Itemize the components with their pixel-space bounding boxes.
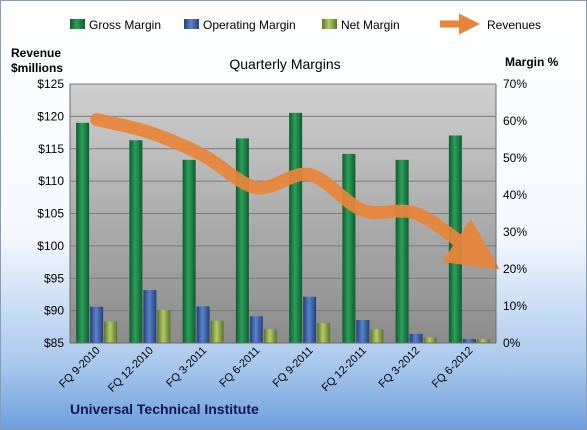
legend-item-revenues: Revenues — [440, 13, 541, 35]
category-labels: FQ 9-2010 FQ 12-2010 FQ 3-2011 FQ 6-2011 FQ … — [57, 345, 475, 395]
left-tick-label: $110 — [38, 174, 64, 188]
category-label: FQ 3-2011 — [164, 345, 209, 390]
right-tick-label: 30% — [503, 225, 527, 239]
right-tick-label: 50% — [503, 151, 527, 165]
bar-operating-margin — [196, 306, 210, 343]
bar-operating-margin — [462, 338, 476, 343]
bar-gross-margin — [129, 140, 143, 343]
bar-net-margin — [157, 310, 171, 343]
bar-operating-margin — [356, 320, 370, 343]
left-tick-label: $105 — [37, 207, 64, 221]
bar-net-margin — [104, 321, 118, 343]
category-label: FQ 6-2011 — [217, 345, 262, 390]
bar-operating-margin — [143, 290, 157, 343]
bar-gross-margin — [235, 138, 249, 343]
category-label: FQ 12-2011 — [320, 345, 369, 394]
company-name: Universal Technical Institute — [70, 401, 259, 417]
left-axis-ticks: $85 $90 $95 $100 $105 $110 $115 $120 $125 — [37, 77, 64, 350]
legend-label-gross-margin: Gross Margin — [89, 18, 161, 32]
legend-item-net-margin: Net Margin — [322, 18, 400, 32]
left-tick-label: $115 — [38, 142, 64, 156]
bar-gross-margin — [395, 159, 409, 343]
bar-net-margin — [210, 320, 224, 343]
legend-swatch-operating-margin — [184, 19, 199, 29]
right-tick-label: 40% — [503, 188, 527, 202]
category-label: FQ 3-2012 — [377, 345, 423, 391]
bars — [76, 112, 490, 343]
revenue-line — [90, 113, 500, 270]
bar-net-margin — [263, 329, 277, 343]
legend-label-net-margin: Net Margin — [341, 18, 400, 32]
left-tick-label: $120 — [37, 109, 64, 123]
bar-operating-margin — [249, 316, 263, 343]
left-tick-label: $125 — [37, 77, 64, 91]
right-tick-label: 70% — [503, 77, 527, 91]
right-tick-label: 10% — [503, 299, 527, 313]
category-label: FQ 9-2011 — [271, 345, 316, 390]
legend-swatch-gross-margin — [70, 19, 85, 29]
legend-item-gross-margin: Gross Margin — [70, 18, 161, 32]
right-axis-label: Margin % — [505, 55, 559, 69]
bar-operating-margin — [90, 306, 104, 343]
bar-net-margin — [370, 329, 384, 343]
bar-operating-margin — [303, 296, 317, 343]
left-tick-label: $90 — [44, 304, 64, 318]
left-tick-label: $95 — [44, 271, 64, 285]
chart-title: Quarterly Margins — [229, 56, 340, 72]
legend-label-revenues: Revenues — [487, 18, 541, 32]
category-label: FQ 6-2012 — [430, 345, 476, 391]
category-label: FQ 12-2010 — [106, 345, 156, 395]
bar-gross-margin — [289, 112, 303, 343]
revenues-line — [90, 113, 500, 270]
bar-gross-margin — [342, 153, 356, 343]
legend: Gross Margin Operating Margin Net Margin… — [70, 13, 541, 35]
left-tick-label: $85 — [44, 336, 64, 350]
legend-swatch-net-margin — [322, 19, 337, 29]
left-axis-label-line1: Revenue — [11, 46, 61, 60]
bar-net-margin — [423, 337, 437, 343]
left-tick-label: $100 — [37, 239, 64, 253]
left-axis-label-line2: $millions — [11, 61, 63, 75]
bar-operating-margin — [409, 333, 423, 343]
right-tick-label: 60% — [503, 114, 527, 128]
legend-item-operating-margin: Operating Margin — [184, 18, 296, 32]
right-axis-ticks: 0% 10% 20% 30% 40% 50% 60% 70% — [503, 77, 527, 350]
bar-gross-margin — [182, 159, 196, 343]
right-tick-label: 20% — [503, 262, 527, 276]
legend-label-operating-margin: Operating Margin — [203, 18, 296, 32]
right-tick-label: 0% — [503, 336, 521, 350]
category-label: FQ 9-2010 — [57, 345, 103, 391]
bar-net-margin — [476, 339, 490, 343]
bar-gross-margin — [76, 122, 90, 343]
bar-net-margin — [317, 323, 331, 343]
